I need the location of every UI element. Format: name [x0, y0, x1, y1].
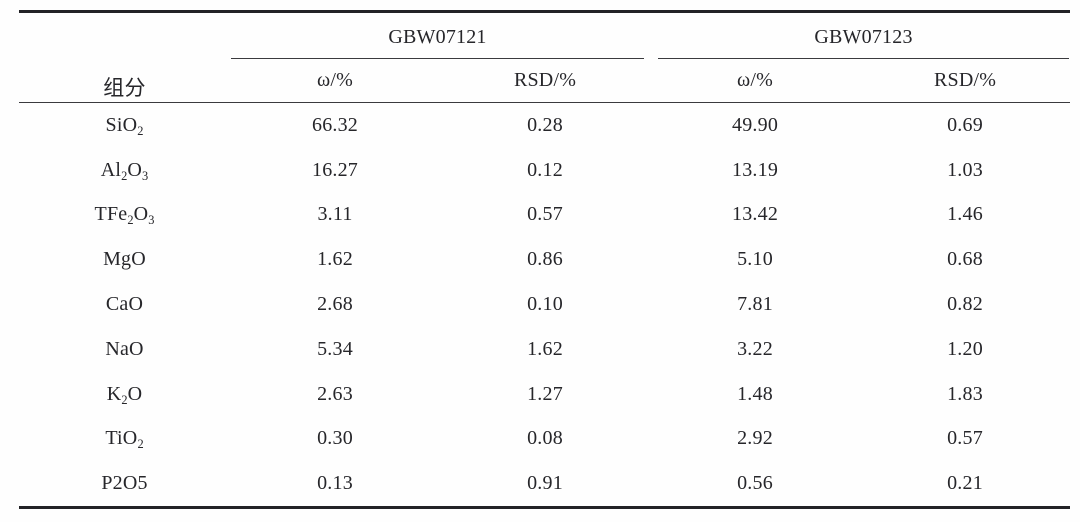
subheader-omega-1: ω/% [230, 59, 440, 103]
value-cell: 1.62 [317, 248, 353, 271]
value-cell: 0.08 [527, 427, 563, 450]
value-cell: 1.27 [527, 382, 563, 405]
group-header-row: 组分 GBW07121 GBW07123 [19, 11, 1070, 103]
value-cell: 1.48 [737, 382, 773, 405]
value-cell: 0.57 [527, 203, 563, 226]
value-cell: 0.28 [527, 113, 563, 136]
component-column-header: 组分 [19, 11, 230, 103]
value-cell: 0.30 [317, 427, 353, 450]
table-row: Al2O3 16.27 0.12 13.19 1.03 [19, 148, 1070, 193]
table-row: TiO2 0.30 0.08 2.92 0.57 [19, 417, 1070, 462]
value-cell: 0.86 [527, 248, 563, 271]
component-cell: SiO2 [105, 113, 144, 138]
value-cell: 16.27 [312, 158, 358, 181]
subheader-omega-2: ω/% [650, 59, 861, 103]
value-cell: 49.90 [732, 113, 779, 136]
component-cell: P2O5 [101, 472, 148, 495]
component-cell: TFe2O3 [94, 203, 155, 228]
table-row: P2O5 0.13 0.91 0.56 0.21 [19, 461, 1070, 507]
component-cell: CaO [105, 293, 144, 316]
value-cell: 5.10 [737, 248, 773, 271]
value-cell: 2.92 [737, 427, 773, 450]
table-row: NaO 5.34 1.62 3.22 1.20 [19, 327, 1070, 372]
subheader-rsd-1: RSD/% [440, 59, 651, 103]
value-cell: 13.19 [732, 158, 779, 181]
value-cell: 66.32 [312, 113, 358, 136]
value-cell: 0.68 [947, 248, 983, 271]
composition-table: 组分 GBW07121 GBW07123 ω/% RSD/% ω/% RSD/%… [19, 10, 1071, 510]
value-cell: 3.11 [317, 203, 353, 226]
group-header-gbw07123: GBW07123 [650, 12, 1070, 59]
table-row: MgO 1.62 0.86 5.10 0.68 [19, 237, 1070, 282]
value-cell: 0.57 [947, 427, 983, 450]
value-cell: 13.42 [732, 203, 779, 226]
component-cell: MgO [103, 248, 146, 271]
value-cell: 1.03 [947, 158, 983, 181]
subheader-row: ω/% RSD/% ω/% RSD/% [19, 59, 1071, 103]
table-row: CaO 2.68 0.10 7.81 0.82 [19, 282, 1070, 327]
component-cell: K2O [106, 382, 143, 407]
table-body: SiO2 66.32 0.28 49.90 0.69 Al2O3 16.27 0… [19, 103, 1070, 508]
value-cell: 1.83 [947, 382, 983, 405]
value-cell: 0.13 [317, 472, 353, 495]
table-row: K2O 2.63 1.27 1.48 1.83 [19, 372, 1070, 417]
group-header-gbw07121: GBW07121 [230, 12, 650, 59]
value-cell: 0.82 [947, 293, 983, 316]
value-cell: 2.63 [317, 382, 353, 405]
value-cell: 0.10 [527, 293, 563, 316]
table-row: SiO2 66.32 0.28 49.90 0.69 [19, 103, 1070, 148]
component-cell: Al2O3 [100, 158, 149, 183]
value-cell: 0.69 [947, 113, 983, 136]
subheader-rsd-2: RSD/% [860, 59, 1071, 103]
value-cell: 1.62 [527, 337, 563, 360]
value-cell: 1.46 [947, 203, 983, 226]
value-cell: 7.81 [737, 293, 773, 316]
group-label-gbw07123: GBW07123 [658, 22, 1070, 59]
group-label-gbw07121: GBW07121 [231, 22, 645, 59]
component-cell: TiO2 [105, 427, 144, 452]
value-cell: 0.12 [527, 158, 563, 181]
table-row: TFe2O3 3.11 0.57 13.42 1.46 [19, 193, 1070, 238]
component-cell: NaO [105, 337, 144, 360]
value-cell: 3.22 [737, 337, 773, 360]
value-cell: 0.21 [947, 472, 983, 495]
value-cell: 1.20 [947, 337, 983, 360]
value-cell: 5.34 [317, 337, 353, 360]
value-cell: 2.68 [317, 293, 353, 316]
value-cell: 0.91 [527, 472, 563, 495]
table-header: 组分 GBW07121 GBW07123 ω/% RSD/% ω/% RSD/% [19, 11, 1071, 103]
value-cell: 0.56 [737, 472, 773, 495]
